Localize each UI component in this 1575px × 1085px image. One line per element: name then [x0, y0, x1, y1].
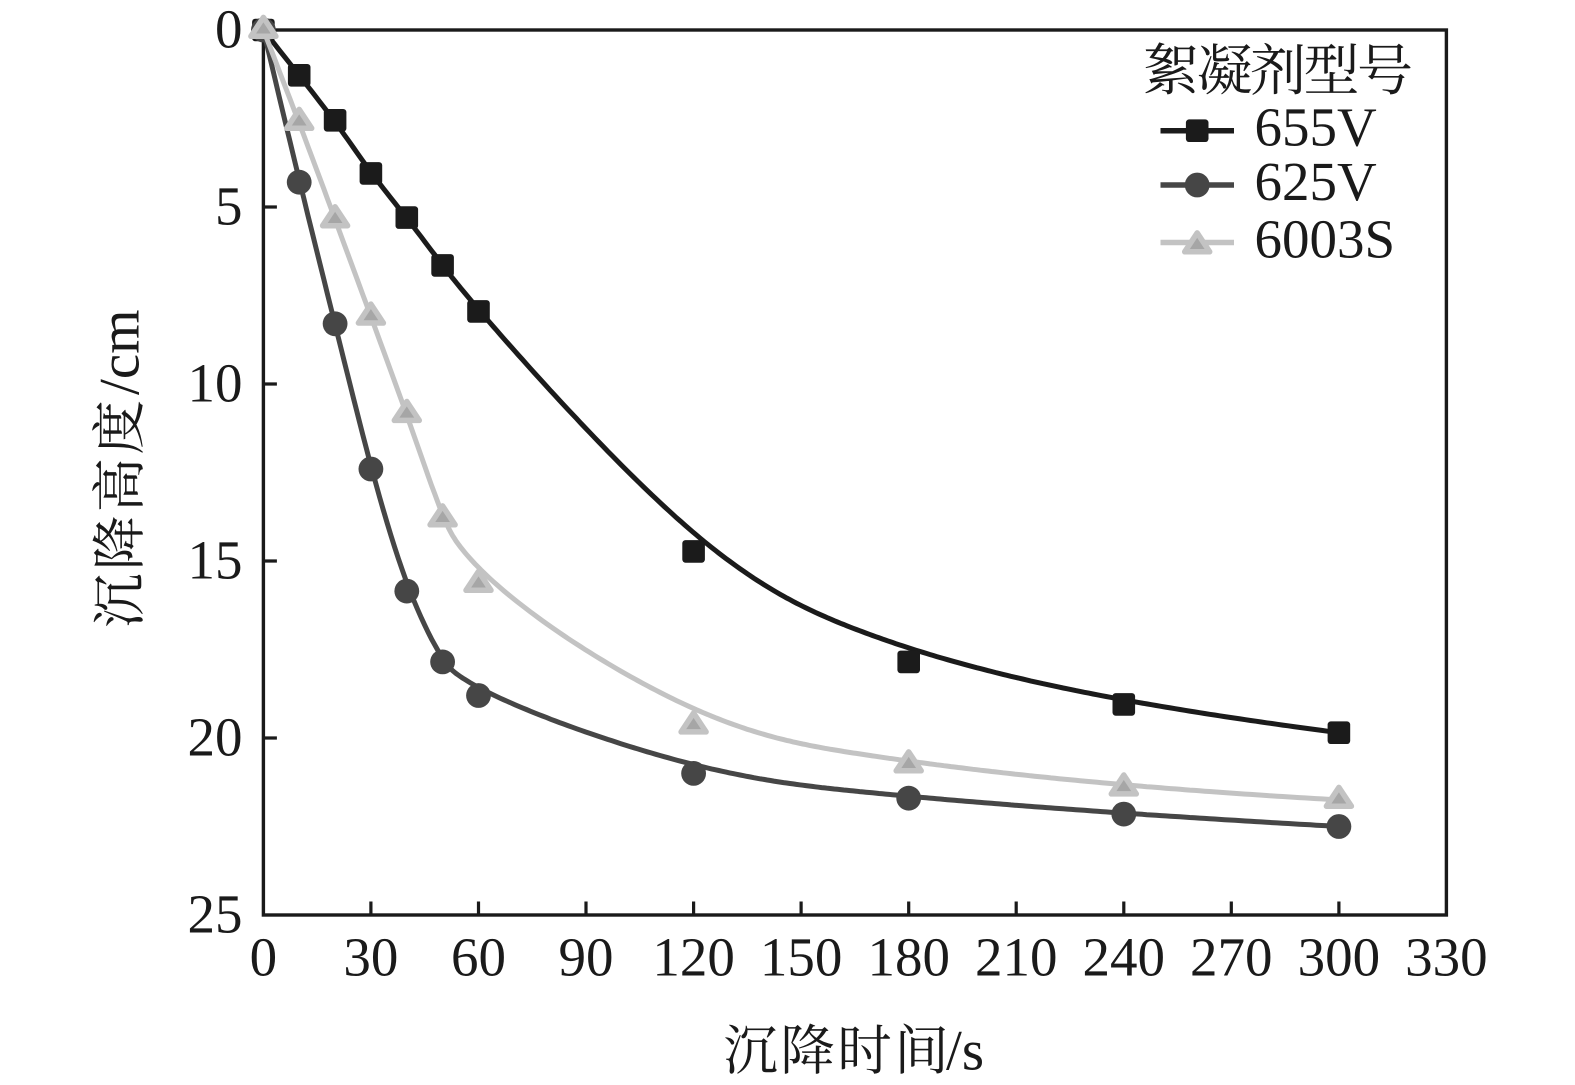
svg-text:20: 20	[188, 706, 243, 767]
svg-text:0: 0	[250, 927, 278, 988]
svg-text:30: 30	[343, 927, 398, 988]
svg-text:180: 180	[867, 927, 950, 988]
svg-text:25: 25	[188, 883, 243, 944]
svg-text:/cm: /cm	[89, 310, 152, 395]
svg-text:240: 240	[1083, 927, 1166, 988]
svg-text:655V: 655V	[1255, 97, 1378, 158]
svg-text:6003S: 6003S	[1255, 208, 1396, 269]
svg-text:15: 15	[188, 529, 243, 590]
svg-text:210: 210	[975, 927, 1058, 988]
svg-text:120: 120	[652, 927, 735, 988]
svg-text:5: 5	[215, 175, 243, 236]
svg-text:/s: /s	[946, 1020, 984, 1083]
svg-text:150: 150	[760, 927, 843, 988]
svg-text:625V: 625V	[1255, 151, 1378, 212]
svg-text:10: 10	[188, 352, 243, 413]
svg-text:90: 90	[559, 927, 614, 988]
svg-text:330: 330	[1405, 927, 1488, 988]
svg-text:270: 270	[1190, 927, 1273, 988]
svg-text:0: 0	[215, 0, 243, 59]
svg-text:300: 300	[1298, 927, 1381, 988]
svg-text:60: 60	[451, 927, 506, 988]
